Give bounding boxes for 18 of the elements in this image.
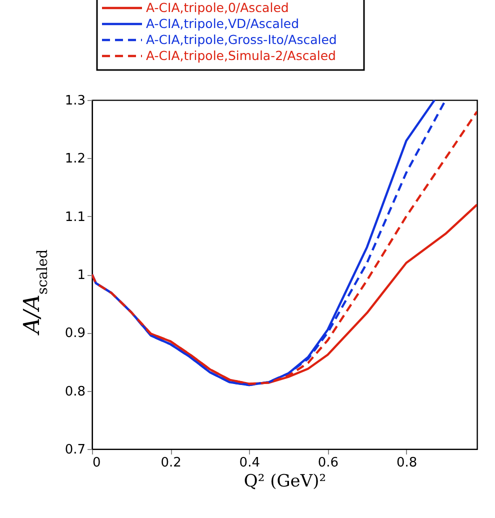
legend-label: A-CIA,tripole,Gross-Ito/Ascaled <box>146 32 337 47</box>
legend-label: A-CIA,tripole,Simula-2/Ascaled <box>146 48 336 63</box>
x-axis-title: Q² (GeV)² <box>244 472 326 492</box>
y-tick-label: 0.7 <box>64 442 86 458</box>
y-tick-label: 1 <box>77 268 86 283</box>
x-tick-label: 0.4 <box>239 456 260 470</box>
legend-label: A-CIA,tripole,VD/Ascaled <box>146 16 300 31</box>
y-tick-label: 1.1 <box>64 210 86 225</box>
x-tick-label: 0 <box>92 456 101 470</box>
y-tick-label: 1.2 <box>64 152 86 167</box>
y-tick-label: 0.9 <box>64 326 86 342</box>
y-axis-title: A/Ascaled <box>20 249 51 336</box>
x-tick-label: 0.2 <box>160 456 182 470</box>
legend-label: A-CIA,tripole,0/Ascaled <box>146 0 289 15</box>
y-tick-label: 1.3 <box>64 94 86 108</box>
x-tick-label: 0.6 <box>318 456 339 470</box>
x-tick-label: 0.8 <box>396 456 418 470</box>
y-tick-label: 0.8 <box>64 384 86 400</box>
